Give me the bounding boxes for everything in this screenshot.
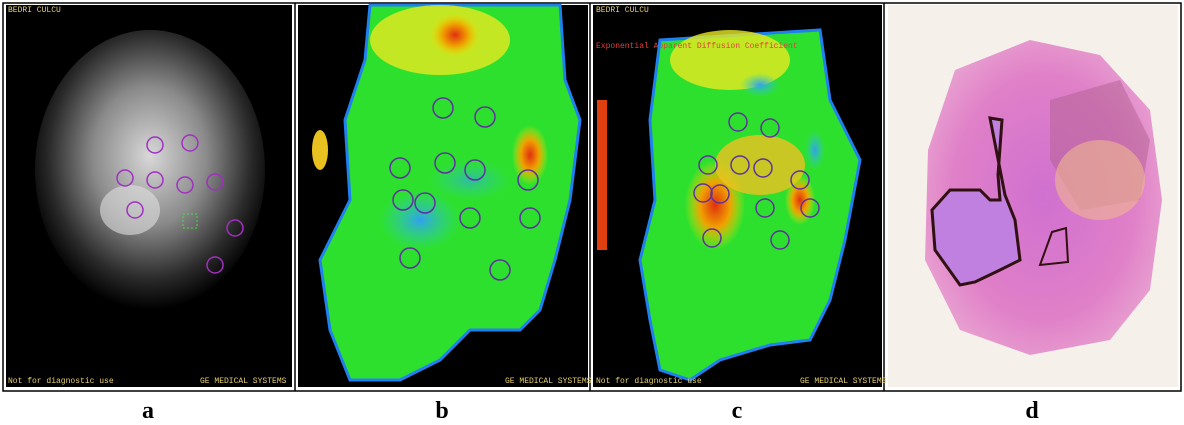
tumor-outline [1038, 226, 1070, 267]
map-hot [512, 125, 548, 185]
map-cold [805, 130, 825, 170]
overlay-text: Not for diagnostic use [8, 377, 114, 386]
panel-c: BEDRI CULCU Exponential Apparent Diffusi… [593, 5, 887, 387]
map-cold [380, 190, 460, 250]
map-region [638, 28, 862, 382]
panel-a: BEDRI CULCU Not for diagnostic use GE ME… [6, 5, 292, 387]
panel-label: c [732, 398, 743, 424]
panel-label: b [435, 398, 448, 424]
map-hot [430, 13, 480, 57]
bright-region [100, 185, 160, 235]
panel-label: a [142, 398, 154, 424]
roi-circles [389, 97, 541, 281]
overlay-text: Not for diagnostic use [596, 377, 702, 386]
map-yellow [715, 135, 805, 195]
panel-d [888, 5, 1178, 387]
overlay-text: BEDRI CULCU [8, 6, 61, 15]
map-cold [430, 160, 510, 200]
map-hot [785, 175, 815, 225]
tumor-outline [930, 116, 1022, 287]
overlay-text: Exponential Apparent Diffusion Coefficie… [596, 42, 798, 51]
overlay-text: GE MEDICAL SYSTEMS [800, 377, 887, 386]
roi-square [182, 213, 198, 229]
color-scale [597, 100, 607, 250]
map-cold [740, 73, 780, 97]
panel-label: d [1025, 398, 1039, 424]
roi-circles [116, 134, 244, 274]
map-spot [312, 130, 328, 170]
roi-circles [693, 112, 820, 250]
overlay-text: BEDRI CULCU [596, 6, 649, 15]
overlay-text: GE MEDICAL SYSTEMS [200, 377, 287, 386]
frame [2, 2, 1182, 392]
panel-b: GE MEDICAL SYSTEMS [298, 3, 592, 387]
mri-tissue [35, 30, 265, 310]
tissue-light [1055, 140, 1145, 220]
overlay-text: GE MEDICAL SYSTEMS [505, 377, 592, 386]
